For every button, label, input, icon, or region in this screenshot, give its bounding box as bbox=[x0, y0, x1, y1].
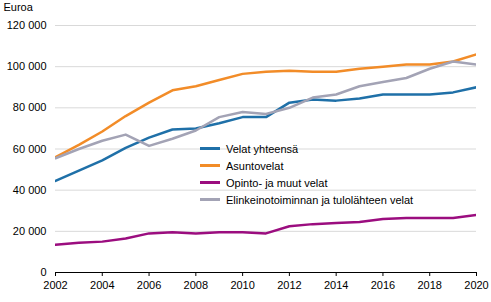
svg-text:2008: 2008 bbox=[184, 279, 208, 291]
svg-text:60 000: 60 000 bbox=[13, 143, 47, 155]
html-text:Elinkeinotoiminnan ja tuloläht: Elinkeinotoiminnan ja tulolähteen velat bbox=[226, 193, 414, 206]
html-text:Asuntovelat: Asuntovelat bbox=[226, 159, 284, 172]
svg-text:100 000: 100 000 bbox=[7, 60, 47, 72]
svg-text:2014: 2014 bbox=[324, 279, 348, 291]
svg-text:2016: 2016 bbox=[371, 279, 395, 291]
svg-text:2010: 2010 bbox=[230, 279, 254, 291]
svg-text:2012: 2012 bbox=[277, 279, 301, 291]
svg-text:Euroa: Euroa bbox=[4, 1, 34, 13]
svg-text:2002: 2002 bbox=[43, 279, 67, 291]
svg-text:2020: 2020 bbox=[464, 279, 488, 291]
svg-text:80 000: 80 000 bbox=[13, 101, 47, 113]
svg-text:2004: 2004 bbox=[90, 279, 114, 291]
svg-text:2006: 2006 bbox=[137, 279, 161, 291]
svg-text:120 000: 120 000 bbox=[7, 19, 47, 31]
html-text:Opinto- ja muut velat: Opinto- ja muut velat bbox=[226, 176, 328, 189]
svg-text:20 000: 20 000 bbox=[13, 225, 47, 237]
html-text:Velat yhteensä: Velat yhteensä bbox=[226, 142, 299, 155]
svg-text:40 000: 40 000 bbox=[13, 184, 47, 196]
svg-text:0: 0 bbox=[40, 266, 46, 278]
svg-text:2018: 2018 bbox=[417, 279, 441, 291]
